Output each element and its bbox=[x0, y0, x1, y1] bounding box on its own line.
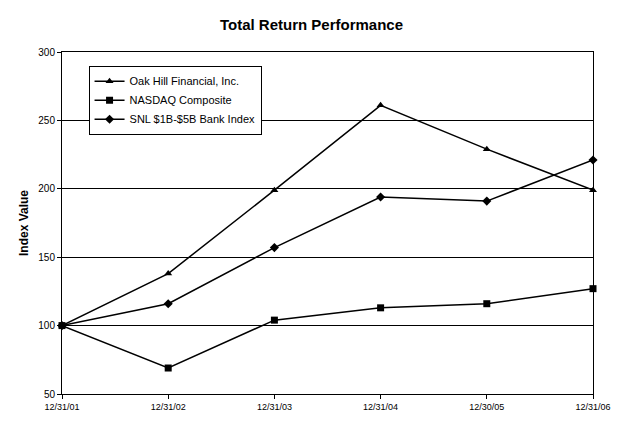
svg-text:250: 250 bbox=[38, 115, 55, 126]
svg-text:200: 200 bbox=[38, 183, 55, 194]
svg-text:12/31/01: 12/31/01 bbox=[44, 402, 79, 412]
svg-text:12/31/04: 12/31/04 bbox=[363, 402, 398, 412]
svg-text:50: 50 bbox=[44, 389, 56, 400]
svg-text:12/31/02: 12/31/02 bbox=[151, 402, 186, 412]
svg-text:12/31/03: 12/31/03 bbox=[257, 402, 292, 412]
svg-text:12/31/06: 12/31/06 bbox=[575, 402, 610, 412]
svg-text:Index Value: Index Value bbox=[17, 190, 31, 256]
svg-text:Oak Hill Financial, Inc.: Oak Hill Financial, Inc. bbox=[130, 75, 239, 87]
svg-text:12/30/05: 12/30/05 bbox=[469, 402, 504, 412]
svg-text:NASDAQ Composite: NASDAQ Composite bbox=[130, 94, 232, 106]
svg-text:100: 100 bbox=[38, 320, 55, 331]
svg-text:Total Return Performance: Total Return Performance bbox=[220, 16, 403, 33]
svg-text:150: 150 bbox=[38, 252, 55, 263]
svg-text:300: 300 bbox=[38, 47, 55, 58]
svg-text:SNL $1B-$5B Bank Index: SNL $1B-$5B Bank Index bbox=[130, 113, 255, 125]
